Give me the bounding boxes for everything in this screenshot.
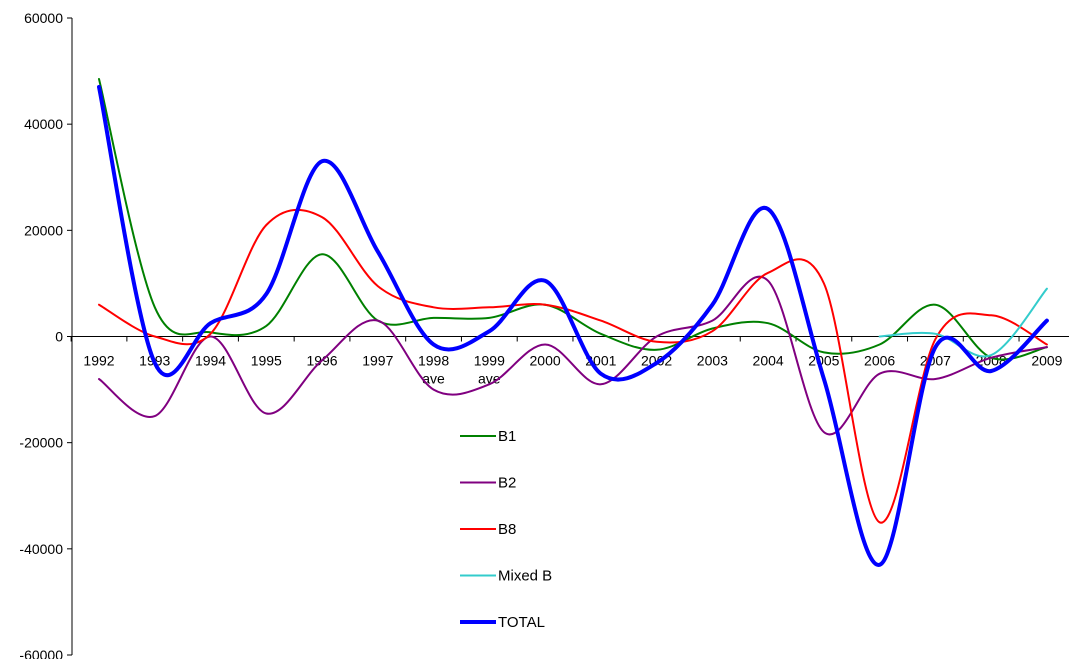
y-tick-label: -20000 [19, 435, 63, 451]
x-tick-label: 2005 [808, 353, 839, 369]
legend-label-total: TOTAL [498, 614, 545, 631]
series-line-b2 [98, 275, 1048, 436]
series-line-mixed-b [878, 287, 1048, 358]
y-tick-label: 60000 [24, 10, 63, 26]
y-tick-label: -60000 [19, 647, 63, 659]
legend-label-b1: B1 [498, 428, 516, 445]
y-tick-label: 40000 [24, 116, 63, 132]
x-tick-label: 2003 [697, 353, 728, 369]
x-tick-label: 2006 [864, 353, 895, 369]
legend: B1 B2 B8 Mixed B TOTAL [460, 428, 552, 631]
x-tick-label: 2004 [753, 353, 784, 369]
x-tick-label: 2007 [920, 353, 951, 369]
y-tick-label: -40000 [19, 541, 63, 557]
x-tick-label: 1998 ave [418, 353, 449, 387]
series-line-b1 [98, 78, 1048, 361]
x-tick-label: 2009 [1031, 353, 1062, 369]
series-line-total [97, 85, 1049, 567]
y-tick-label: 0 [55, 329, 63, 345]
legend-label-b2: B2 [498, 475, 516, 492]
x-tick-label: 1999 ave [474, 353, 505, 387]
legend-label-b8: B8 [498, 521, 516, 538]
y-axis: 60000 40000 20000 0 -20000 -40000 -60000 [19, 10, 73, 659]
series-lines [97, 78, 1049, 567]
x-tick-label: 1992 [83, 353, 114, 369]
x-tick-label: 2000 [530, 353, 561, 369]
legend-label-mixed-b: Mixed B [498, 568, 552, 585]
y-tick-label: 20000 [24, 222, 63, 238]
x-tick-label: 1995 [251, 353, 282, 369]
x-tick-label: 1994 [195, 353, 226, 369]
series-line-b8 [98, 208, 1048, 524]
x-tick-label: 1997 [362, 353, 393, 369]
